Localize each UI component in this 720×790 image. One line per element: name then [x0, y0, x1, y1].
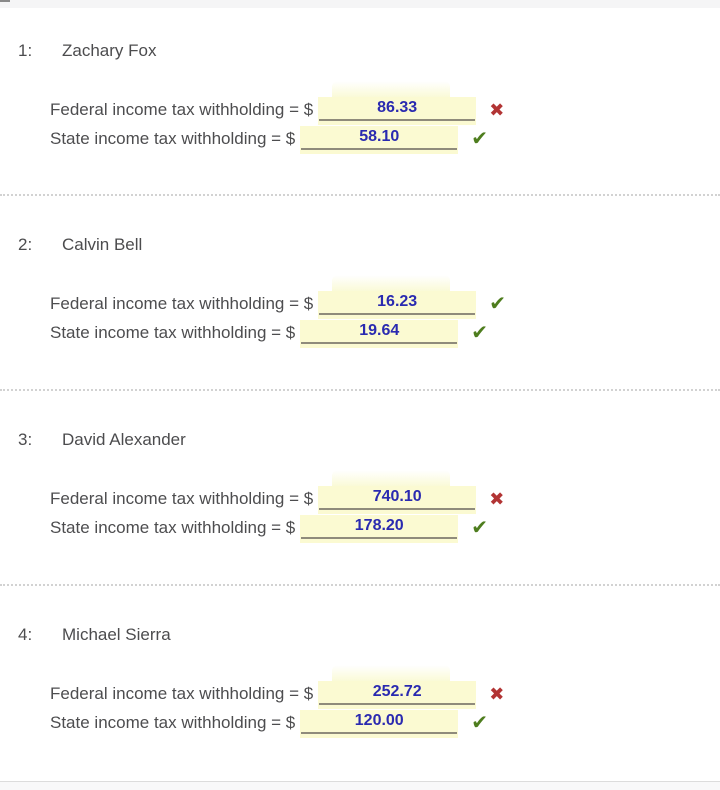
question-3-header: 3: David Alexander	[18, 430, 720, 449]
state-withholding-input[interactable]: 178.20	[300, 515, 459, 543]
top-left-corner-mark	[0, 0, 10, 2]
question-1-section: 1: Zachary Fox Federal income tax withho…	[0, 8, 720, 196]
question-2-header: 2: Calvin Bell	[18, 235, 720, 254]
state-withholding-input[interactable]: 19.64	[300, 320, 459, 348]
state-withholding-value: 178.20	[301, 516, 458, 539]
federal-withholding-value: 86.33	[319, 98, 476, 121]
state-withholding-row: State income tax withholding = $ 19.64 ✔	[50, 320, 720, 349]
state-withholding-label: State income tax withholding = $	[50, 518, 296, 537]
federal-withholding-value: 16.23	[319, 292, 476, 315]
state-withholding-input[interactable]: 58.10	[300, 126, 459, 154]
federal-withholding-input[interactable]: 16.23	[318, 275, 477, 319]
check-icon: ✔	[489, 293, 506, 315]
federal-withholding-label: Federal income tax withholding = $	[50, 684, 314, 703]
state-withholding-label: State income tax withholding = $	[50, 323, 296, 342]
federal-withholding-value: 252.72	[319, 682, 476, 705]
question-3-answers: Federal income tax withholding = $ 740.1…	[50, 470, 720, 544]
question-1-header: 1: Zachary Fox	[18, 41, 720, 60]
federal-withholding-row: Federal income tax withholding = $ 740.1…	[50, 470, 720, 515]
employee-name: Michael Sierra	[62, 625, 171, 644]
question-number: 2:	[18, 235, 33, 254]
state-withholding-label: State income tax withholding = $	[50, 129, 296, 148]
federal-withholding-input[interactable]: 740.10	[318, 470, 477, 514]
question-4-answers: Federal income tax withholding = $ 252.7…	[50, 665, 720, 739]
check-icon: ✔	[471, 517, 488, 539]
federal-withholding-label: Federal income tax withholding = $	[50, 100, 314, 119]
check-icon: ✔	[471, 712, 488, 734]
question-3-section: 3: David Alexander Federal income tax wi…	[0, 391, 720, 586]
employee-name: Zachary Fox	[62, 41, 157, 60]
question-4-section: 4: Michael Sierra Federal income tax wit…	[0, 586, 720, 781]
question-number: 4:	[18, 625, 33, 644]
question-number: 3:	[18, 430, 33, 449]
state-withholding-label: State income tax withholding = $	[50, 713, 296, 732]
state-withholding-input[interactable]: 120.00	[300, 710, 459, 738]
federal-withholding-label: Federal income tax withholding = $	[50, 294, 314, 313]
x-icon: ✖	[489, 489, 505, 509]
question-1-answers: Federal income tax withholding = $ 86.33…	[50, 81, 720, 155]
bottom-border-strip	[0, 781, 720, 790]
top-border-strip	[0, 0, 720, 8]
state-withholding-value: 58.10	[301, 127, 458, 150]
x-icon: ✖	[489, 684, 505, 704]
state-withholding-value: 120.00	[301, 711, 458, 734]
question-4-header: 4: Michael Sierra	[18, 625, 720, 644]
x-icon: ✖	[489, 100, 505, 120]
check-icon: ✔	[471, 322, 488, 344]
federal-withholding-input[interactable]: 86.33	[318, 81, 477, 125]
state-withholding-row: State income tax withholding = $ 58.10 ✔	[50, 126, 720, 155]
federal-withholding-label: Federal income tax withholding = $	[50, 489, 314, 508]
question-2-answers: Federal income tax withholding = $ 16.23…	[50, 275, 720, 349]
federal-withholding-row: Federal income tax withholding = $ 16.23…	[50, 275, 720, 320]
state-withholding-row: State income tax withholding = $ 120.00 …	[50, 710, 720, 739]
federal-withholding-value: 740.10	[319, 487, 476, 510]
employee-name: Calvin Bell	[62, 235, 143, 254]
question-number: 1:	[18, 41, 33, 60]
check-icon: ✔	[471, 128, 488, 150]
state-withholding-value: 19.64	[301, 321, 458, 344]
state-withholding-row: State income tax withholding = $ 178.20 …	[50, 515, 720, 544]
federal-withholding-input[interactable]: 252.72	[318, 665, 477, 709]
federal-withholding-row: Federal income tax withholding = $ 86.33…	[50, 81, 720, 126]
question-2-section: 2: Calvin Bell Federal income tax withho…	[0, 196, 720, 391]
federal-withholding-row: Federal income tax withholding = $ 252.7…	[50, 665, 720, 710]
employee-name: David Alexander	[62, 430, 186, 449]
